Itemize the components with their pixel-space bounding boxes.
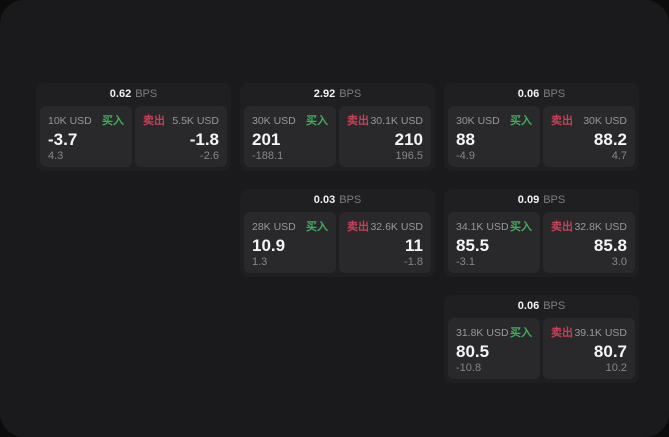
bps-value: 0.03 bbox=[313, 194, 336, 206]
buy-sell-panels: 10K USD 买入 -3.7 4.3 卖出 5.5K USD -1.8 -2.… bbox=[40, 106, 227, 167]
sell-sub-value: -1.8 bbox=[404, 256, 423, 268]
bps-value: 0.06 bbox=[517, 88, 540, 100]
quote-card: 0.62 BPS 10K USD 买入 -3.7 4.3 卖出 5.5K USD bbox=[36, 83, 231, 171]
bps-header: 2.92 BPS bbox=[244, 83, 431, 106]
buy-price: -3.7 bbox=[48, 129, 78, 149]
bps-unit-label: BPS bbox=[339, 194, 362, 206]
buy-side-label: 买入 bbox=[510, 327, 532, 339]
quote-card: 0.03 BPS 28K USD 买入 10.9 1.3 卖出 32.6K USD bbox=[240, 189, 435, 277]
buy-price: 85.5 bbox=[456, 235, 490, 255]
sell-panel[interactable]: 卖出 32.8K USD 85.8 3.0 bbox=[543, 212, 635, 273]
buy-amount: 30K USD bbox=[456, 115, 500, 127]
sell-price: -1.8 bbox=[189, 129, 219, 149]
sell-panel[interactable]: 卖出 32.6K USD 11 -1.8 bbox=[339, 212, 431, 273]
buy-price: 80.5 bbox=[456, 341, 490, 361]
sell-side-label: 卖出 bbox=[143, 115, 165, 127]
buy-panel[interactable]: 30K USD 买入 88 -4.9 bbox=[448, 106, 540, 167]
buy-sell-panels: 28K USD 买入 10.9 1.3 卖出 32.6K USD 11 -1.8 bbox=[244, 212, 431, 273]
buy-price: 10.9 bbox=[252, 235, 286, 255]
buy-sell-panels: 30K USD 买入 88 -4.9 卖出 30K USD 88.2 4.7 bbox=[448, 106, 635, 167]
buy-panel[interactable]: 10K USD 买入 -3.7 4.3 bbox=[40, 106, 132, 167]
sell-sub-value: 10.2 bbox=[605, 362, 627, 374]
buy-sub-value: -188.1 bbox=[252, 150, 284, 162]
sell-amount: 5.5K USD bbox=[172, 115, 219, 127]
sell-sub-value: 196.5 bbox=[395, 150, 423, 162]
buy-amount: 30K USD bbox=[252, 115, 296, 127]
sell-price: 210 bbox=[394, 129, 423, 149]
bps-unit-label: BPS bbox=[543, 88, 566, 100]
buy-side-label: 买入 bbox=[306, 221, 328, 233]
sell-sub-value: 4.7 bbox=[611, 150, 627, 162]
quote-card: 0.09 BPS 34.1K USD 买入 85.5 -3.1 卖出 32.8K … bbox=[444, 189, 639, 277]
bps-unit-label: BPS bbox=[339, 88, 362, 100]
quote-card: 2.92 BPS 30K USD 买入 201 -188.1 卖出 30.1K U… bbox=[240, 83, 435, 171]
sell-sub-value: 3.0 bbox=[611, 256, 627, 268]
sell-price: 80.7 bbox=[593, 341, 627, 361]
buy-sub-value: -4.9 bbox=[456, 150, 475, 162]
buy-sell-panels: 31.8K USD 买入 80.5 -10.8 卖出 39.1K USD 80.… bbox=[448, 318, 635, 379]
bps-value: 2.92 bbox=[313, 88, 336, 100]
buy-sub-value: -10.8 bbox=[456, 362, 482, 374]
bps-value: 0.62 bbox=[109, 88, 132, 100]
bps-header: 0.03 BPS bbox=[244, 189, 431, 212]
sell-side-label: 卖出 bbox=[551, 221, 573, 233]
bps-header: 0.09 BPS bbox=[448, 189, 635, 212]
buy-sub-value: 4.3 bbox=[48, 150, 64, 162]
sell-panel[interactable]: 卖出 5.5K USD -1.8 -2.6 bbox=[135, 106, 227, 167]
bps-header: 0.06 BPS bbox=[448, 295, 635, 318]
bps-header: 0.06 BPS bbox=[448, 83, 635, 106]
bps-unit-label: BPS bbox=[135, 88, 158, 100]
sell-price: 11 bbox=[405, 235, 423, 255]
sell-sub-value: -2.6 bbox=[200, 150, 219, 162]
bps-unit-label: BPS bbox=[543, 300, 566, 312]
buy-amount: 34.1K USD bbox=[456, 221, 509, 233]
quote-card: 0.06 BPS 30K USD 买入 88 -4.9 卖出 30K USD bbox=[444, 83, 639, 171]
sell-panel[interactable]: 卖出 30.1K USD 210 196.5 bbox=[339, 106, 431, 167]
sell-price: 88.2 bbox=[593, 129, 627, 149]
buy-price: 88 bbox=[456, 129, 475, 149]
sell-amount: 30K USD bbox=[583, 115, 627, 127]
buy-panel[interactable]: 30K USD 买入 201 -188.1 bbox=[244, 106, 336, 167]
sell-side-label: 卖出 bbox=[551, 115, 573, 127]
bps-unit-label: BPS bbox=[543, 194, 566, 206]
sell-side-label: 卖出 bbox=[551, 327, 573, 339]
bps-header: 0.62 BPS bbox=[40, 83, 227, 106]
sell-panel[interactable]: 卖出 39.1K USD 80.7 10.2 bbox=[543, 318, 635, 379]
buy-sub-value: 1.3 bbox=[252, 256, 268, 268]
sell-side-label: 卖出 bbox=[347, 115, 369, 127]
buy-side-label: 买入 bbox=[102, 115, 124, 127]
buy-side-label: 买入 bbox=[510, 221, 532, 233]
sell-amount: 32.6K USD bbox=[370, 221, 423, 233]
buy-side-label: 买入 bbox=[510, 115, 532, 127]
buy-side-label: 买入 bbox=[306, 115, 328, 127]
buy-price: 201 bbox=[252, 129, 281, 149]
buy-panel[interactable]: 34.1K USD 买入 85.5 -3.1 bbox=[448, 212, 540, 273]
buy-panel[interactable]: 31.8K USD 买入 80.5 -10.8 bbox=[448, 318, 540, 379]
buy-amount: 31.8K USD bbox=[456, 327, 509, 339]
buy-panel[interactable]: 28K USD 买入 10.9 1.3 bbox=[244, 212, 336, 273]
buy-sell-panels: 30K USD 买入 201 -188.1 卖出 30.1K USD 210 1… bbox=[244, 106, 431, 167]
sell-amount: 39.1K USD bbox=[574, 327, 627, 339]
buy-sell-panels: 34.1K USD 买入 85.5 -3.1 卖出 32.8K USD 85.8… bbox=[448, 212, 635, 273]
bps-value: 0.06 bbox=[517, 300, 540, 312]
sell-amount: 32.8K USD bbox=[574, 221, 627, 233]
sell-price: 85.8 bbox=[593, 235, 627, 255]
buy-amount: 10K USD bbox=[48, 115, 92, 127]
buy-amount: 28K USD bbox=[252, 221, 296, 233]
buy-sub-value: -3.1 bbox=[456, 256, 475, 268]
bps-value: 0.09 bbox=[517, 194, 540, 206]
sell-side-label: 卖出 bbox=[347, 221, 369, 233]
sell-panel[interactable]: 卖出 30K USD 88.2 4.7 bbox=[543, 106, 635, 167]
sell-amount: 30.1K USD bbox=[370, 115, 423, 127]
quote-cards-grid: 0.62 BPS 10K USD 买入 -3.7 4.3 卖出 5.5K USD bbox=[36, 83, 639, 383]
quote-card: 0.06 BPS 31.8K USD 买入 80.5 -10.8 卖出 39.1K… bbox=[444, 295, 639, 383]
